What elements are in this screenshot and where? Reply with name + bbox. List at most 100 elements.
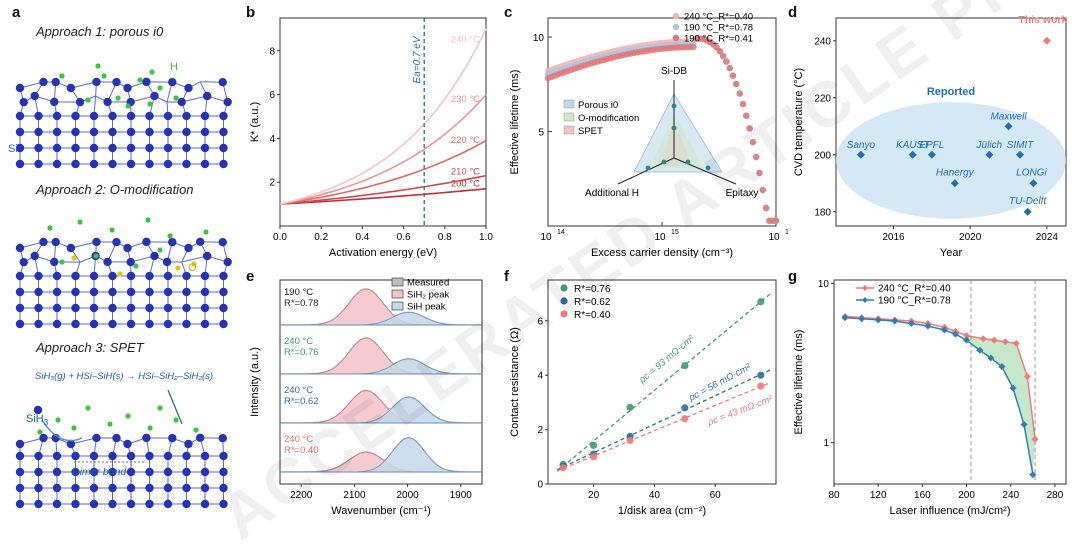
h-atom bbox=[125, 103, 130, 108]
si-atom bbox=[71, 144, 79, 152]
x-axis-label: Wavenumber (cm⁻¹) bbox=[331, 505, 431, 517]
h-atom bbox=[37, 429, 42, 434]
si-atom bbox=[219, 272, 227, 280]
si-atom bbox=[163, 258, 171, 266]
si-atom bbox=[164, 468, 172, 476]
trace-ratio-label: R*=0.76 bbox=[284, 347, 319, 358]
inset-point bbox=[662, 160, 667, 165]
y-axis-label: CVD temperature (°C) bbox=[793, 68, 805, 176]
si-atom bbox=[67, 84, 75, 92]
legend-marker bbox=[560, 310, 567, 317]
si-atom bbox=[142, 434, 150, 442]
si-atom bbox=[164, 500, 172, 508]
x-tick-label: 240 bbox=[1002, 490, 1019, 501]
si-atom bbox=[182, 144, 190, 152]
legend-label: 190 °C_R*=0.41 bbox=[684, 34, 753, 45]
data-point bbox=[753, 154, 759, 160]
series-label: 240 °C bbox=[451, 35, 480, 46]
legend-label: R*=0.76 bbox=[574, 284, 611, 295]
si-atom bbox=[71, 452, 79, 460]
svg-text:SiH3: SiH3 bbox=[26, 413, 49, 427]
si-atom bbox=[53, 320, 61, 328]
si-atom bbox=[90, 500, 98, 508]
si-atom bbox=[103, 98, 111, 106]
x-tick-label: 200 bbox=[958, 490, 975, 501]
si-atom bbox=[201, 468, 209, 476]
y-tick-label: 4 bbox=[537, 371, 543, 382]
si-atom bbox=[182, 484, 190, 492]
si-atom bbox=[34, 484, 42, 492]
data-point bbox=[590, 442, 597, 449]
si-atom bbox=[201, 288, 209, 296]
legend-marker bbox=[560, 297, 567, 304]
si-atom bbox=[108, 304, 116, 312]
y-tick-label: 6 bbox=[269, 90, 275, 101]
data-point bbox=[720, 53, 726, 59]
y-tick-label: 4 bbox=[269, 134, 275, 145]
si-atom bbox=[53, 160, 61, 168]
si-atom bbox=[92, 434, 100, 442]
legend-label: 190 °C_R*=0.78 bbox=[878, 296, 951, 307]
si-atom bbox=[127, 128, 135, 136]
x-tick-label: 80 bbox=[828, 490, 840, 501]
data-point bbox=[733, 81, 739, 87]
si-atom bbox=[16, 468, 24, 476]
x-tick-label: 2020 bbox=[959, 232, 982, 243]
lattice-spet bbox=[16, 390, 228, 508]
y-tick-label: 180 bbox=[814, 207, 831, 218]
x-tick-label: 0.8 bbox=[438, 232, 452, 243]
inset-legend-label: O-modification bbox=[578, 113, 639, 124]
inset-legend-label: Porous i0 bbox=[578, 100, 618, 111]
h-atom bbox=[71, 255, 76, 260]
y-axis-label: Intensity (a.u.) bbox=[249, 347, 261, 417]
si-atom bbox=[127, 112, 135, 120]
si-atom bbox=[145, 484, 153, 492]
si-atom bbox=[201, 160, 209, 168]
inset-point bbox=[686, 160, 691, 165]
data-point bbox=[727, 65, 733, 71]
si-atom bbox=[127, 468, 135, 476]
y-tick-label: 220 bbox=[814, 93, 831, 104]
si-atom bbox=[168, 434, 176, 442]
data-point bbox=[730, 72, 736, 78]
legend-label: SiH₂ peak bbox=[407, 290, 449, 301]
si-atom bbox=[203, 252, 211, 260]
si-atom bbox=[53, 452, 61, 460]
lattice-o-modification bbox=[16, 217, 232, 328]
data-point bbox=[760, 187, 766, 193]
x-tick-exp: 15 bbox=[671, 229, 679, 236]
x-tick-label: 2016 bbox=[882, 232, 905, 243]
data-point bbox=[757, 298, 764, 305]
si-atom bbox=[123, 440, 131, 448]
x-axis-label: Year bbox=[940, 247, 963, 258]
si-atom bbox=[108, 320, 116, 328]
si-atom bbox=[92, 238, 100, 246]
y-tick-label: 0 bbox=[537, 480, 543, 491]
si-atom bbox=[108, 452, 116, 460]
inset-axis-label: Si-DB bbox=[661, 66, 687, 77]
si-atom bbox=[53, 112, 61, 120]
x-tick-label: 40 bbox=[649, 490, 661, 501]
h-atom bbox=[125, 413, 130, 418]
data-point bbox=[723, 58, 729, 64]
si-atom bbox=[52, 78, 60, 86]
si-atom bbox=[108, 272, 116, 280]
si-atom bbox=[53, 272, 61, 280]
trace-temp-label: 240 °C bbox=[284, 385, 313, 396]
h-atom bbox=[137, 77, 142, 82]
data-point bbox=[756, 170, 762, 176]
si-atom bbox=[219, 288, 227, 296]
si-atom bbox=[168, 238, 176, 246]
difference-fill bbox=[967, 336, 1036, 475]
h-atom bbox=[115, 95, 120, 100]
h-atom bbox=[93, 253, 98, 258]
point-label: Sanyo bbox=[847, 140, 876, 151]
si-atom bbox=[201, 112, 209, 120]
h-label: H bbox=[170, 61, 178, 73]
y-axis-label: Effective lifetime (ms) bbox=[793, 330, 805, 435]
legend-marker bbox=[673, 35, 679, 41]
si-atom bbox=[76, 98, 84, 106]
